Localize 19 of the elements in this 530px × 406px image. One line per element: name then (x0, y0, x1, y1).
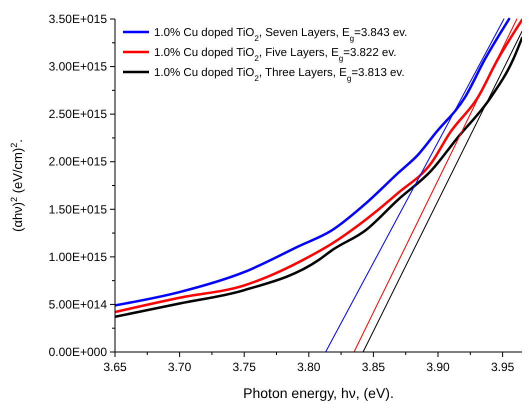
x-tick-label: 3.70 (168, 360, 192, 374)
y-tick-label: 0.00E+000 (48, 345, 108, 359)
x-axis-title: Photon energy, hν, (eV). (243, 385, 394, 401)
x-tick-label: 3.75 (232, 360, 256, 374)
y-tick-label: 2.00E+015 (48, 154, 108, 169)
legend-label: 1.0% Cu doped TiO$_{2}$, Five Layers, E$_{g}$=3.822 ev. (154, 47, 396, 62)
y-tick-label: 5.00E+014 (48, 297, 108, 312)
y-tick-label: 2.50E+015 (48, 107, 108, 122)
x-tick-label: 3.65 (103, 360, 127, 374)
x-tick-label: 3.85 (362, 360, 386, 374)
x-tick-label: 3.80 (297, 360, 321, 374)
x-tick-label: 3.90 (426, 360, 450, 374)
y-tick-label: 1.50E+015 (48, 202, 108, 216)
x-tick-label: 3.95 (490, 360, 515, 374)
legend-label: 1.0% Cu doped TiO$_{2}$, Seven Layers, E$_{g}$=3.843 ev. (154, 27, 408, 42)
y-tick-label: 1.00E+015 (48, 250, 108, 264)
legend-label: 1.0% Cu doped TiO$_{2}$, Three Layers, E$_{g}$=3.813 ev. (154, 67, 405, 82)
y-tick-label: 3.50E+015 (48, 12, 108, 26)
y-tick-label: 3.00E+015 (48, 60, 108, 74)
